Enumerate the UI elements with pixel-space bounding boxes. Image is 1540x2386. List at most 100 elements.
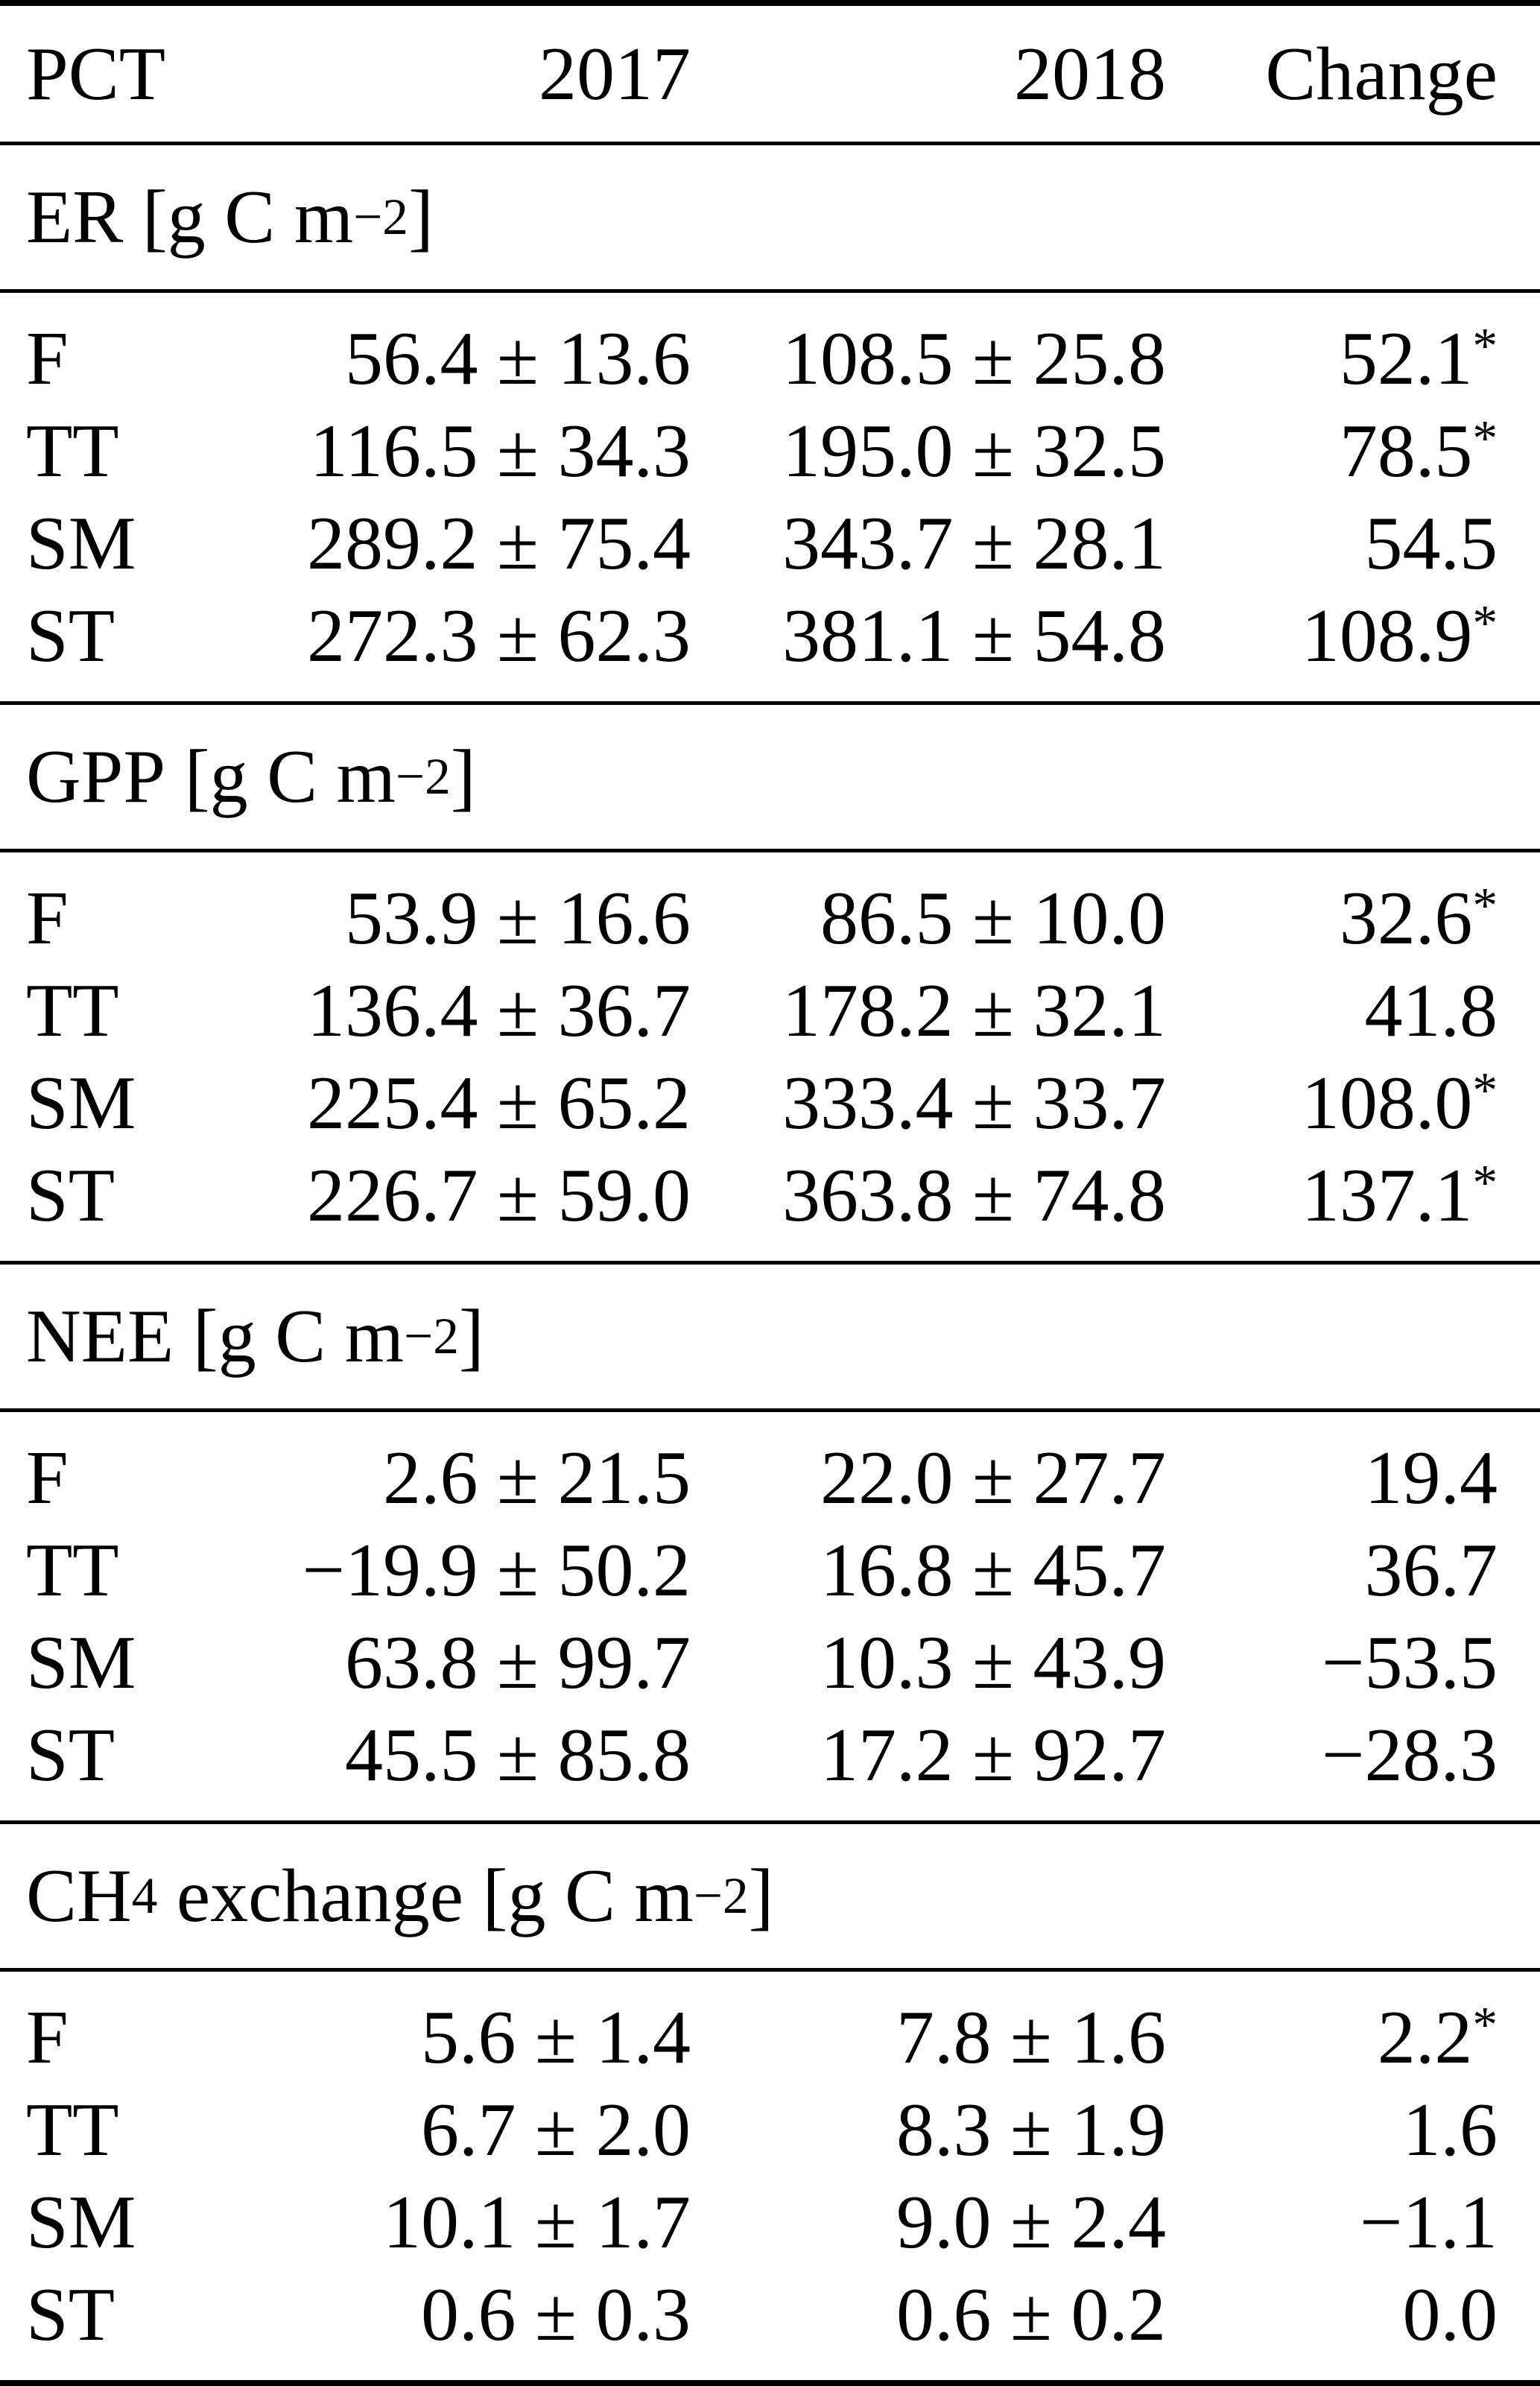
change-value: −1.1 (1359, 2180, 1498, 2265)
section-divider-rule (0, 1408, 1540, 1412)
change-cell: 0.0 (1166, 2271, 1498, 2358)
change-cell: 137.1* (1166, 1152, 1498, 1239)
table-bottom-rule (0, 2380, 1540, 2386)
table-row: ST 45.5 ± 85.8 17.2 ± 92.7 −28.3 (0, 1709, 1540, 1801)
significance-asterisk: * (1472, 317, 1498, 374)
pct-cell: TT (26, 408, 119, 493)
table-row: ST 272.3 ± 62.3 381.1 ± 54.8 108.9* (0, 589, 1540, 682)
section-rows-er: F 56.4 ± 13.6 108.5 ± 25.8 52.1* TT 116.… (0, 293, 1540, 701)
table-row: SM 289.2 ± 75.4 343.7 ± 28.1 54.5 (0, 497, 1540, 589)
value-2017-cell: 6.7 ± 2.0 (421, 2087, 691, 2172)
value-2018-cell: 17.2 ± 92.7 (820, 1712, 1166, 1797)
column-header-2018: 2018 (1014, 31, 1166, 116)
pct-cell: F (26, 876, 69, 961)
value-2017-cell: 53.9 ± 16.6 (345, 876, 691, 961)
change-cell: −28.3 (1166, 1712, 1498, 1799)
section-unit: [g C m (174, 1294, 405, 1379)
pct-cell: SM (26, 1620, 136, 1705)
value-2017-cell: 56.4 ± 13.6 (345, 316, 691, 401)
value-2017-cell: 0.6 ± 0.3 (421, 2272, 691, 2357)
value-2018-cell: 16.8 ± 45.7 (820, 1528, 1166, 1613)
column-header-2017: 2017 (539, 31, 691, 116)
pct-cell: ST (26, 1712, 115, 1797)
table-row: TT 116.5 ± 34.3 195.0 ± 32.5 78.5* (0, 405, 1540, 497)
value-2018-cell: 10.3 ± 43.9 (820, 1620, 1166, 1705)
table-row: TT 6.7 ± 2.0 8.3 ± 1.9 1.6 (0, 2083, 1540, 2176)
change-value: 1.6 (1402, 2087, 1498, 2172)
pct-cell: ST (26, 1153, 115, 1238)
section-header-er: ER [g C m −2] (26, 175, 434, 259)
value-2017-cell: 272.3 ± 62.3 (307, 593, 691, 678)
value-2017-cell: 225.4 ± 65.2 (307, 1060, 691, 1145)
value-2017-cell: −19.9 ± 50.2 (302, 1528, 691, 1613)
significance-asterisk: * (1472, 877, 1498, 934)
section-unit: [g C m (165, 735, 396, 819)
value-2018-cell: 343.7 ± 28.1 (782, 501, 1166, 586)
significance-asterisk: * (1472, 1154, 1498, 1211)
section-divider-rule (0, 1261, 1540, 1265)
table-row: SM 225.4 ± 65.2 333.4 ± 33.7 108.0* (0, 1057, 1540, 1149)
value-2018-cell: 363.8 ± 74.8 (782, 1153, 1166, 1238)
table-row: ST 0.6 ± 0.3 0.6 ± 0.2 0.0 (0, 2268, 1540, 2361)
change-cell: −1.1 (1166, 2179, 1498, 2266)
change-value: 54.5 (1364, 501, 1498, 586)
section-divider-rule (0, 701, 1540, 705)
change-value: 36.7 (1364, 1528, 1498, 1613)
pct-cell: ST (26, 2272, 115, 2357)
change-value: −28.3 (1321, 1712, 1498, 1797)
section-unit-close: ] (458, 1294, 484, 1379)
value-2018-cell: 86.5 ± 10.0 (820, 876, 1166, 961)
section-divider-rule (0, 289, 1540, 293)
significance-asterisk: * (1472, 1996, 1498, 2053)
section-unit: exchange [g C m (157, 1854, 694, 1938)
change-value: −53.5 (1321, 1620, 1498, 1705)
table-row: TT 136.4 ± 36.7 178.2 ± 32.1 41.8 (0, 964, 1540, 1057)
pct-cell: SM (26, 1060, 136, 1145)
change-cell: 1.6 (1166, 2086, 1498, 2174)
section-rows-nee: F 2.6 ± 21.5 22.0 ± 27.7 19.4 TT −19.9 ±… (0, 1412, 1540, 1820)
table-row: F 56.4 ± 13.6 108.5 ± 25.8 52.1* (0, 312, 1540, 405)
change-cell: 108.9* (1166, 592, 1498, 680)
significance-asterisk: * (1472, 410, 1498, 466)
section-divider-rule (0, 1820, 1540, 1824)
value-2018-cell: 7.8 ± 1.6 (896, 1995, 1166, 2080)
value-2018-cell: 22.0 ± 27.7 (820, 1435, 1166, 1520)
pct-cell: F (26, 1435, 69, 1520)
change-cell: 36.7 (1166, 1527, 1498, 1614)
value-2018-cell: 178.2 ± 32.1 (782, 968, 1166, 1053)
change-cell: 41.8 (1166, 967, 1498, 1054)
pct-cell: TT (26, 968, 119, 1053)
change-value: 19.4 (1364, 1435, 1498, 1520)
change-cell: 78.5* (1166, 408, 1498, 495)
section-label: GPP (26, 735, 166, 819)
table-header-row: PCT 2017 2018 Change (0, 6, 1540, 142)
table-row: SM 10.1 ± 1.7 9.0 ± 2.4 −1.1 (0, 2176, 1540, 2268)
section-header-ch4: CH 4 exchange [g C m −2] (26, 1854, 774, 1938)
table-row: ST 226.7 ± 59.0 363.8 ± 74.8 137.1* (0, 1149, 1540, 1241)
section-rows-ch4: F 5.6 ± 1.4 7.8 ± 1.6 2.2* TT 6.7 ± 2.0 … (0, 1972, 1540, 2380)
table-row: F 53.9 ± 16.6 86.5 ± 10.0 32.6* (0, 872, 1540, 964)
change-cell: 19.4 (1166, 1434, 1498, 1522)
section-label: NEE (26, 1294, 174, 1379)
section-header-nee: NEE [g C m −2] (26, 1294, 484, 1379)
change-cell: 32.6* (1166, 875, 1498, 962)
value-2017-cell: 5.6 ± 1.4 (421, 1995, 691, 2080)
change-cell: 108.0* (1166, 1060, 1498, 1147)
value-2017-cell: 45.5 ± 85.8 (345, 1712, 691, 1797)
value-2018-cell: 108.5 ± 25.8 (782, 316, 1166, 401)
section-label: CH (26, 1854, 132, 1938)
section-unit-close: ] (450, 735, 476, 819)
change-value: 78.5 (1339, 408, 1473, 493)
section-rows-gpp: F 53.9 ± 16.6 86.5 ± 10.0 32.6* TT 136.4… (0, 852, 1540, 1261)
value-2017-cell: 116.5 ± 34.3 (309, 408, 691, 493)
pct-cell: SM (26, 501, 136, 586)
value-2018-cell: 0.6 ± 0.2 (896, 2272, 1166, 2357)
table-row: F 2.6 ± 21.5 22.0 ± 27.7 19.4 (0, 1431, 1540, 1524)
header-divider-rule (0, 142, 1540, 145)
section-divider-rule (0, 849, 1540, 852)
table-row: TT −19.9 ± 50.2 16.8 ± 45.7 36.7 (0, 1524, 1540, 1616)
section-unit: [g C m (123, 175, 354, 259)
change-value: 32.6 (1339, 876, 1473, 961)
change-value: 2.2 (1377, 1995, 1473, 2080)
